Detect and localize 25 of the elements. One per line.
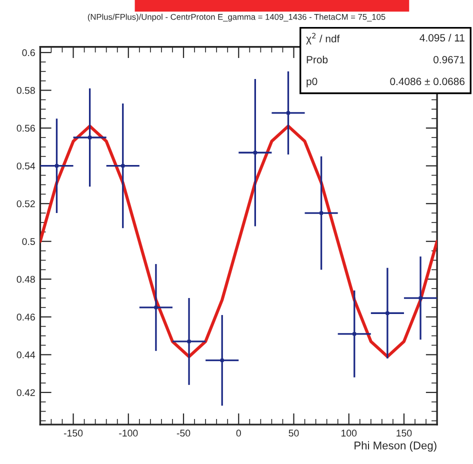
x-tick-label: 0 — [236, 430, 241, 437]
annotation: 0.9671 — [434, 56, 464, 64]
annotation: Prob — [306, 56, 328, 64]
y-tick-label: 0.5 — [22, 238, 35, 245]
y-tick-label: 0.44 — [16, 351, 36, 358]
text: 4.095 / 11 — [420, 34, 464, 42]
annotation: p0 — [306, 78, 318, 88]
chart-subtitle: (NPlus/FPlus)/Unpol - CentrProton E_gamma = 1409_1436 - ThetaCM = 75_105 — [88, 14, 386, 22]
x-tick-label: 150 — [396, 430, 412, 437]
x-tick-label: 50 — [288, 430, 299, 437]
x-tick-label: -100 — [119, 430, 138, 437]
y-tick-label: 0.54 — [16, 162, 36, 170]
y-tick-label: 0.52 — [16, 200, 35, 208]
annotation: 0.4086 ± 0.0686 — [390, 78, 465, 86]
y-tick-label: 0.46 — [16, 314, 35, 321]
y-tick-label: 0.56 — [16, 124, 35, 132]
x-tick-label: 100 — [341, 430, 357, 437]
x-axis-title: Phi Meson (Deg) — [354, 441, 436, 452]
x-tick-label: -150 — [64, 430, 83, 437]
y-tick-label: 0.6 — [22, 49, 35, 56]
x-tick-label: -50 — [176, 430, 190, 437]
y-tick-label: 0.58 — [16, 87, 35, 94]
y-tick-label: 0.42 — [16, 389, 35, 396]
text: χ$^{2}$ / ndf — [306, 32, 340, 44]
y-tick-label: 0.48 — [16, 276, 35, 283]
